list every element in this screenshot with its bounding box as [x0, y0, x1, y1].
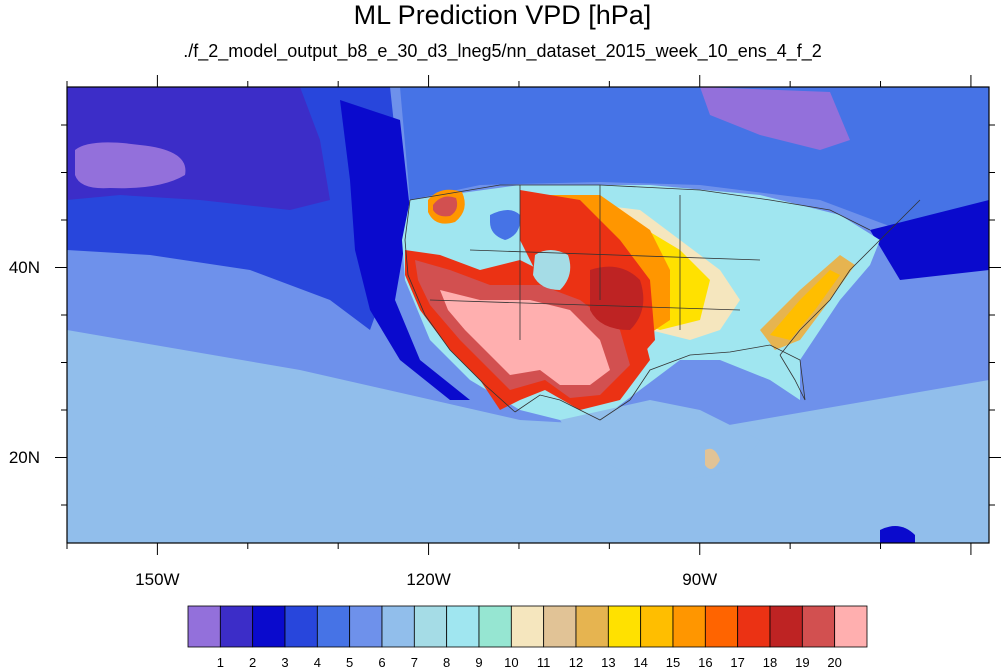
colorbar-box [607, 605, 642, 648]
colorbar-box [737, 605, 771, 648]
colorbar-label: 6 [378, 655, 386, 670]
colorbar-box [349, 605, 383, 648]
colorbar-label: 11 [536, 655, 551, 670]
colorbar-box [672, 605, 706, 648]
colorbar-label: 10 [504, 655, 519, 670]
colorbar-label: 3 [281, 655, 289, 670]
colorbar-label: 15 [665, 655, 681, 670]
colorbar-box [381, 605, 415, 648]
colorbar-box [219, 605, 254, 648]
coastlines [404, 184, 921, 421]
colorbar-label: 8 [443, 655, 451, 670]
y-tick-label: 40N [8, 257, 40, 277]
colorbar-box [316, 605, 351, 648]
colorbar-label: 1 [216, 655, 224, 670]
colorbar-box [187, 605, 221, 648]
colorbar-label: 14 [633, 655, 648, 670]
colorbar-label: 9 [475, 655, 483, 670]
northwest-red [433, 196, 458, 217]
colorbar-box [769, 605, 803, 648]
pacific-purple-patch [75, 142, 186, 189]
atlantic-dark-blue [870, 200, 989, 280]
colorbar-box [543, 605, 577, 648]
colorbar-label: 18 [762, 655, 778, 670]
colorbar-box [801, 605, 836, 648]
y-tick-label: 20N [8, 447, 40, 467]
chart-subtitle: ./f_2_model_output_b8_e_30_d3_lneg5/nn_d… [183, 41, 822, 61]
colorbar-label: 5 [346, 655, 354, 670]
colorbar-label: 2 [249, 655, 257, 670]
colorbar-box [575, 605, 609, 648]
colorbar-label: 4 [313, 655, 321, 670]
interior-blue-patch [490, 210, 521, 240]
yucatan-tan-patch [705, 448, 720, 469]
colorbar-label: 7 [410, 655, 418, 670]
hudson-purple-patch [700, 87, 850, 150]
colorbar-label: 13 [601, 655, 616, 670]
colorbar-label: 19 [795, 655, 810, 670]
colorbar-label: 16 [698, 655, 713, 670]
southwest-pink-core [440, 290, 610, 385]
x-tick-label: 90W [682, 570, 718, 589]
interior-cyan-patch [533, 250, 571, 290]
colorbar-box [413, 605, 448, 648]
x-tick-label: 120W [406, 570, 451, 589]
colorbar-box [446, 605, 480, 648]
map-field [67, 87, 989, 543]
colorbar-box [252, 605, 286, 648]
plains-dark-red [590, 266, 644, 330]
colorbar-boxes [187, 605, 868, 648]
colorbar-box [478, 605, 512, 648]
colorbar-label: 20 [827, 655, 842, 670]
colorbar-box [640, 605, 674, 648]
x-tick-label: 150W [135, 570, 180, 589]
southwest-band [67, 420, 520, 543]
colorbar-label: 17 [730, 655, 745, 670]
colorbar-box [834, 605, 868, 648]
caribbean-dark-patch [880, 526, 915, 543]
chart-title: ML Prediction VPD [hPa] [353, 0, 652, 30]
colorbar-box [704, 605, 739, 648]
map-ticks [55, 75, 1001, 555]
colorbar-box [284, 605, 318, 648]
coastal-deep-blue [340, 100, 470, 400]
colorbar-label: 12 [568, 655, 584, 670]
southeast-orange-band [770, 270, 840, 340]
colorbar-box [510, 605, 545, 648]
